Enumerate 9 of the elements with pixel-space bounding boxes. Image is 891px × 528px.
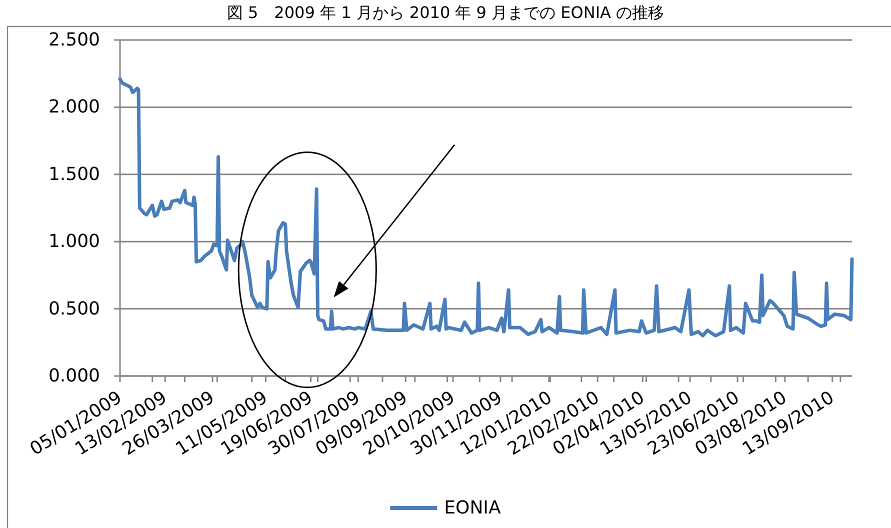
legend-label: EONIA bbox=[444, 498, 502, 518]
y-tick-label: 0.500 bbox=[48, 298, 100, 320]
y-tick-label: 2.500 bbox=[48, 30, 100, 50]
y-tick-label: 1.000 bbox=[48, 231, 100, 252]
y-tick-label: 0.000 bbox=[48, 366, 100, 386]
y-tick-label: 1.500 bbox=[48, 164, 100, 185]
y-tick-label: 2.000 bbox=[48, 96, 100, 118]
chart-title: 図 5 2009 年 1 月から 2010 年 9 月までの EONIA の推移 bbox=[226, 3, 664, 22]
legend: EONIA bbox=[390, 498, 501, 518]
